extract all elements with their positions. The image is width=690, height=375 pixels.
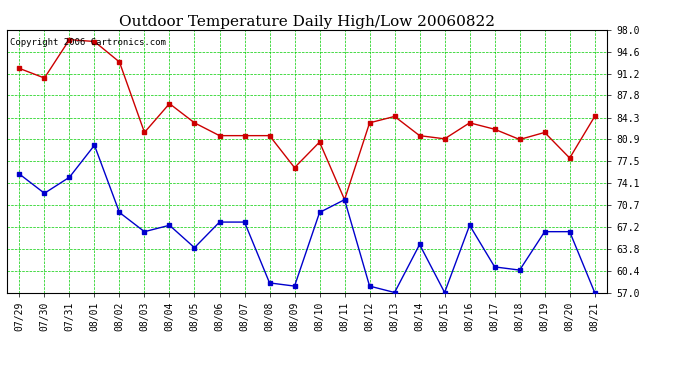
- Title: Outdoor Temperature Daily High/Low 20060822: Outdoor Temperature Daily High/Low 20060…: [119, 15, 495, 29]
- Text: Copyright 2006 Cartronics.com: Copyright 2006 Cartronics.com: [10, 38, 166, 47]
